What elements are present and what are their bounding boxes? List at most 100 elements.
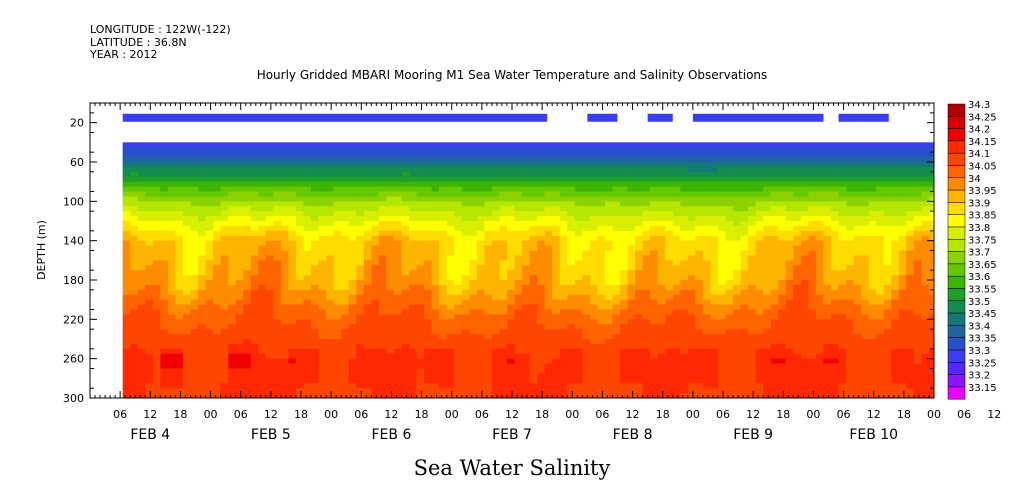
salinity-cell — [303, 309, 312, 315]
salinity-cell — [702, 353, 711, 360]
salinity-cell — [635, 339, 644, 345]
salinity-cell — [431, 289, 440, 296]
salinity-cell — [695, 142, 704, 148]
salinity-cell — [567, 378, 576, 384]
salinity-cell — [265, 329, 274, 335]
salinity-cell — [401, 324, 410, 330]
salinity-cell — [175, 147, 184, 153]
salinity-cell — [439, 196, 448, 202]
salinity-cell — [333, 363, 342, 369]
salinity-cell — [416, 378, 425, 384]
salinity-cell — [484, 166, 493, 173]
salinity-cell — [424, 388, 433, 394]
salinity-cell — [589, 181, 598, 187]
salinity-cell — [604, 152, 613, 158]
salinity-cell — [567, 353, 576, 360]
salinity-cell — [190, 240, 199, 246]
salinity-cell — [665, 280, 674, 286]
salinity-cell — [612, 265, 621, 271]
salinity-cell — [620, 373, 628, 379]
salinity-cell — [416, 216, 425, 222]
salinity-cell — [665, 275, 674, 281]
salinity-cell — [672, 393, 681, 399]
salinity-cell — [190, 280, 199, 286]
salinity-cell — [446, 221, 455, 227]
salinity-cell — [341, 309, 350, 315]
salinity-cell — [371, 221, 380, 227]
salinity-cell — [401, 353, 410, 360]
salinity-cell — [167, 319, 176, 325]
salinity-cell — [213, 206, 222, 212]
salinity-cell — [740, 343, 749, 350]
salinity-cell — [815, 363, 824, 369]
salinity-cell — [506, 260, 515, 266]
salinity-cell — [544, 196, 553, 202]
salinity-cell — [348, 363, 357, 369]
salinity-cell — [311, 348, 319, 355]
salinity-cell — [258, 211, 267, 217]
salinity-cell — [529, 245, 538, 251]
salinity-cell — [280, 171, 289, 178]
salinity-cell — [687, 334, 696, 340]
salinity-cell — [582, 383, 591, 389]
salinity-cell — [356, 211, 365, 217]
salinity-cell — [589, 147, 598, 153]
salinity-cell — [650, 206, 659, 212]
salinity-cell — [311, 339, 319, 345]
salinity-cell — [733, 388, 741, 394]
salinity-cell — [763, 171, 772, 178]
salinity-cell — [582, 171, 591, 178]
salinity-cell — [228, 304, 237, 310]
salinity-cell — [680, 358, 689, 364]
salinity-cell — [250, 201, 259, 207]
salinity-cell — [446, 196, 455, 202]
salinity-cell — [544, 358, 553, 364]
salinity-cell — [288, 245, 297, 251]
salinity-cell — [152, 260, 161, 266]
salinity-cell — [808, 211, 817, 217]
salinity-cell — [725, 358, 734, 364]
salinity-cell — [303, 368, 312, 374]
salinity-cell — [665, 383, 674, 389]
salinity-cell — [552, 309, 561, 315]
salinity-cell — [552, 388, 561, 394]
salinity-cell — [152, 388, 161, 394]
salinity-cell — [635, 171, 644, 178]
salinity-cell — [295, 319, 304, 325]
salinity-cell — [717, 314, 726, 320]
salinity-cell — [273, 275, 282, 281]
salinity-cell — [589, 142, 598, 148]
salinity-cell — [167, 368, 176, 374]
salinity-cell — [604, 166, 613, 173]
salinity-cell — [363, 309, 372, 315]
salinity-cell — [333, 245, 342, 251]
salinity-cell — [582, 260, 591, 266]
salinity-cell — [243, 221, 252, 227]
salinity-cell — [393, 152, 402, 158]
salinity-cell — [401, 358, 410, 364]
salinity-cell — [476, 142, 485, 148]
salinity-cell — [152, 304, 161, 310]
salinity-cell — [137, 314, 146, 320]
salinity-cell — [446, 339, 455, 345]
salinity-cell — [567, 186, 576, 192]
salinity-cell — [393, 378, 402, 384]
salinity-cell — [808, 181, 817, 187]
salinity-cell — [506, 181, 515, 187]
salinity-cell — [130, 147, 139, 153]
salinity-cell — [288, 348, 297, 355]
salinity-cell — [258, 255, 267, 261]
salinity-cell — [695, 368, 704, 374]
salinity-cell — [130, 225, 139, 232]
salinity-cell — [552, 289, 561, 296]
salinity-cell — [763, 162, 772, 168]
salinity-cell — [431, 152, 440, 158]
salinity-cell — [213, 230, 222, 237]
salinity-cell — [243, 280, 252, 286]
salinity-cell — [235, 284, 244, 291]
salinity-cell — [393, 289, 402, 296]
salinity-cell — [544, 329, 553, 335]
salinity-cell — [228, 368, 237, 374]
salinity-cell — [627, 186, 636, 192]
